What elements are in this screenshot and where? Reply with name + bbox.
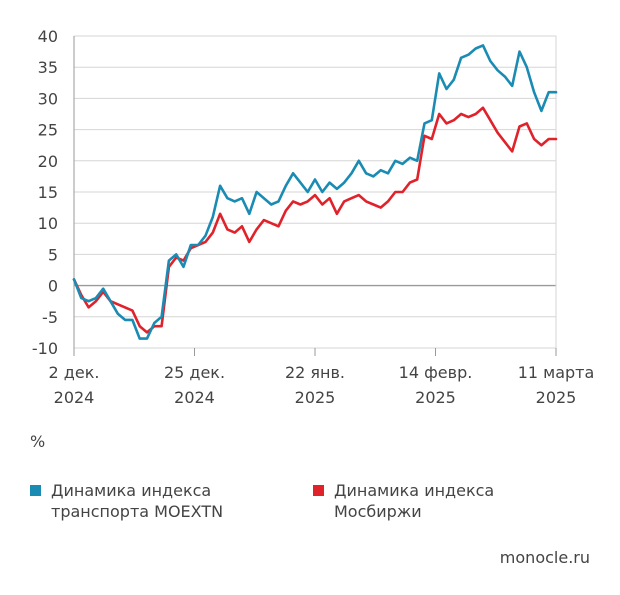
x-tick-year: 2025 xyxy=(295,388,336,407)
legend-swatch-moextn xyxy=(30,485,41,496)
y-tick-label: 30 xyxy=(38,89,58,108)
x-tick-year: 2025 xyxy=(415,388,456,407)
x-tick-label: 14 февр. xyxy=(399,363,473,382)
legend-item-moextn: Динамика индекса транспорта MOEXTN xyxy=(30,480,223,522)
y-tick-label: 40 xyxy=(38,27,58,46)
x-tick-year: 2024 xyxy=(174,388,215,407)
y-tick-label: -10 xyxy=(32,339,58,358)
x-tick-label: 22 янв. xyxy=(285,363,345,382)
x-tick-label: 2 дек. xyxy=(49,363,100,382)
y-axis: -10 -5 0 5 10 15 20 25 30 35 40 xyxy=(32,27,58,358)
y-tick-label: 20 xyxy=(38,152,58,171)
legend-label-moextn: Динамика индекса транспорта MOEXTN xyxy=(51,480,223,522)
x-axis: 2 дек. 2024 25 дек. 2024 22 янв. 2025 14 февр.… xyxy=(49,348,595,407)
legend-label-moex: Динамика индекса Мосбиржи xyxy=(334,480,494,522)
unit-label: % xyxy=(30,432,46,451)
x-tick-label: 11 марта xyxy=(518,363,595,382)
series-line-moextn xyxy=(72,44,558,340)
legend-label-moextn-line2: транспорта MOEXTN xyxy=(51,502,224,521)
series-line-moex xyxy=(72,106,558,334)
y-tick-label: 25 xyxy=(38,121,58,140)
y-tick-label: 10 xyxy=(38,214,58,233)
legend-item-moex: Динамика индекса Мосбиржи xyxy=(313,480,494,522)
legend-swatch-moex xyxy=(313,485,324,496)
series-lines xyxy=(72,44,558,340)
legend-label-moextn-line1: Динамика индекса xyxy=(51,481,212,500)
x-tick-label: 25 дек. xyxy=(164,363,225,382)
y-tick-label: -5 xyxy=(42,308,58,327)
x-tick-year: 2025 xyxy=(536,388,577,407)
legend-label-moex-line2: Мосбиржи xyxy=(334,502,422,521)
x-tick-year: 2024 xyxy=(54,388,95,407)
y-tick-label: 0 xyxy=(48,277,58,296)
grid-lines xyxy=(73,35,557,349)
legend-label-moex-line1: Динамика индекса xyxy=(334,481,495,500)
y-tick-label: 35 xyxy=(38,58,58,77)
y-tick-label: 5 xyxy=(48,245,58,264)
source-credit: monocle.ru xyxy=(499,548,590,567)
y-tick-label: 15 xyxy=(38,183,58,202)
